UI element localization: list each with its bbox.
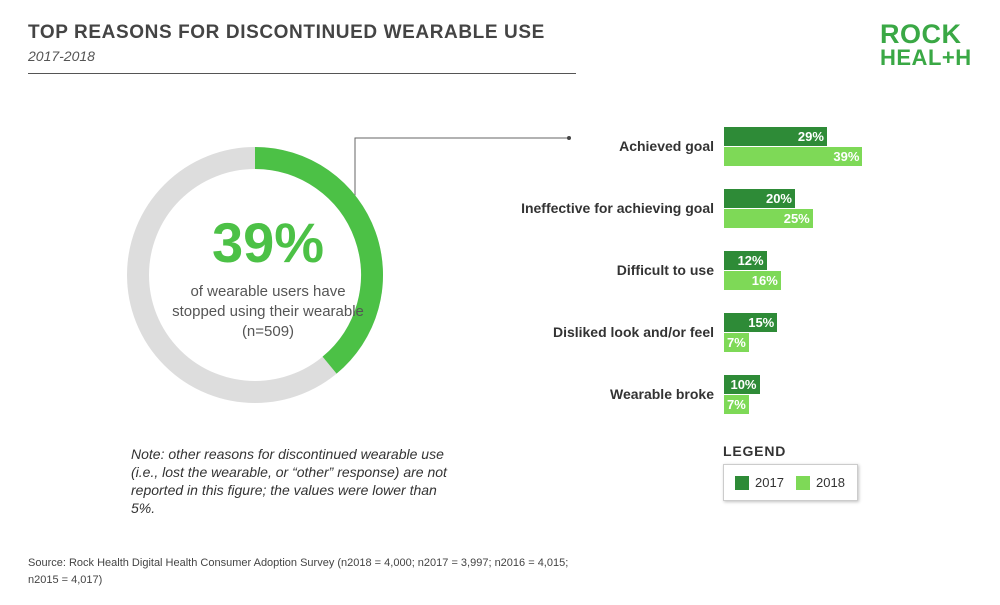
category-label: Difficult to use — [616, 262, 714, 278]
bar-2018: 7% — [724, 395, 749, 414]
rock-health-logo: ROCK HEAL+H — [880, 19, 972, 70]
legend-label-2017: 2017 — [755, 475, 784, 490]
footnote: Note: other reasons for discontinued wea… — [131, 446, 447, 516]
legend-swatch-2018 — [796, 476, 810, 490]
legend-label-2018: 2018 — [816, 475, 845, 490]
highlight-caption: of wearable users have stopped using the… — [172, 283, 364, 340]
connector-dot — [567, 136, 571, 140]
category-label: Ineffective for achieving goal — [521, 200, 714, 216]
bar-row: Wearable broke 10% 7% — [500, 375, 920, 417]
bar-2018: 7% — [724, 333, 749, 352]
title-divider — [28, 73, 576, 74]
bar-2017: 20% — [724, 189, 795, 208]
legend-title: LEGEND — [723, 443, 787, 459]
chart-subtitle: 2017-2018 — [28, 48, 95, 64]
legend-swatch-2017 — [735, 476, 749, 490]
bar-row: Ineffective for achieving goal 20% 25% — [500, 189, 920, 231]
donut-chart — [127, 147, 383, 403]
source-citation: Source: Rock Health Digital Health Consu… — [28, 557, 569, 586]
bar-row: Difficult to use 12% 16% — [500, 251, 920, 293]
logo-line-2: HEAL+H — [880, 44, 972, 70]
logo-line-1: ROCK — [880, 19, 962, 49]
donut-highlight-arc — [254, 147, 383, 374]
bar-2017: 15% — [724, 313, 778, 332]
bar-2018: 25% — [724, 209, 813, 228]
legend: 2017 2018 — [723, 464, 858, 501]
bar-row: Disliked look and/or feel 15% 7% — [500, 313, 920, 355]
bar-2017: 29% — [724, 127, 827, 146]
category-label: Achieved goal — [619, 138, 714, 154]
category-label: Disliked look and/or feel — [552, 324, 714, 340]
bar-2017: 12% — [724, 251, 767, 270]
bar-2018: 16% — [724, 271, 781, 290]
bar-row: Achieved goal 29% 39% — [500, 127, 920, 169]
chart-title: TOP REASONS FOR DISCONTINUED WEARABLE US… — [28, 22, 545, 43]
category-label: Wearable broke — [609, 386, 714, 402]
bar-2018: 39% — [724, 147, 863, 166]
highlight-percentage: 39% — [211, 211, 325, 274]
bar-2017: 10% — [724, 375, 760, 394]
